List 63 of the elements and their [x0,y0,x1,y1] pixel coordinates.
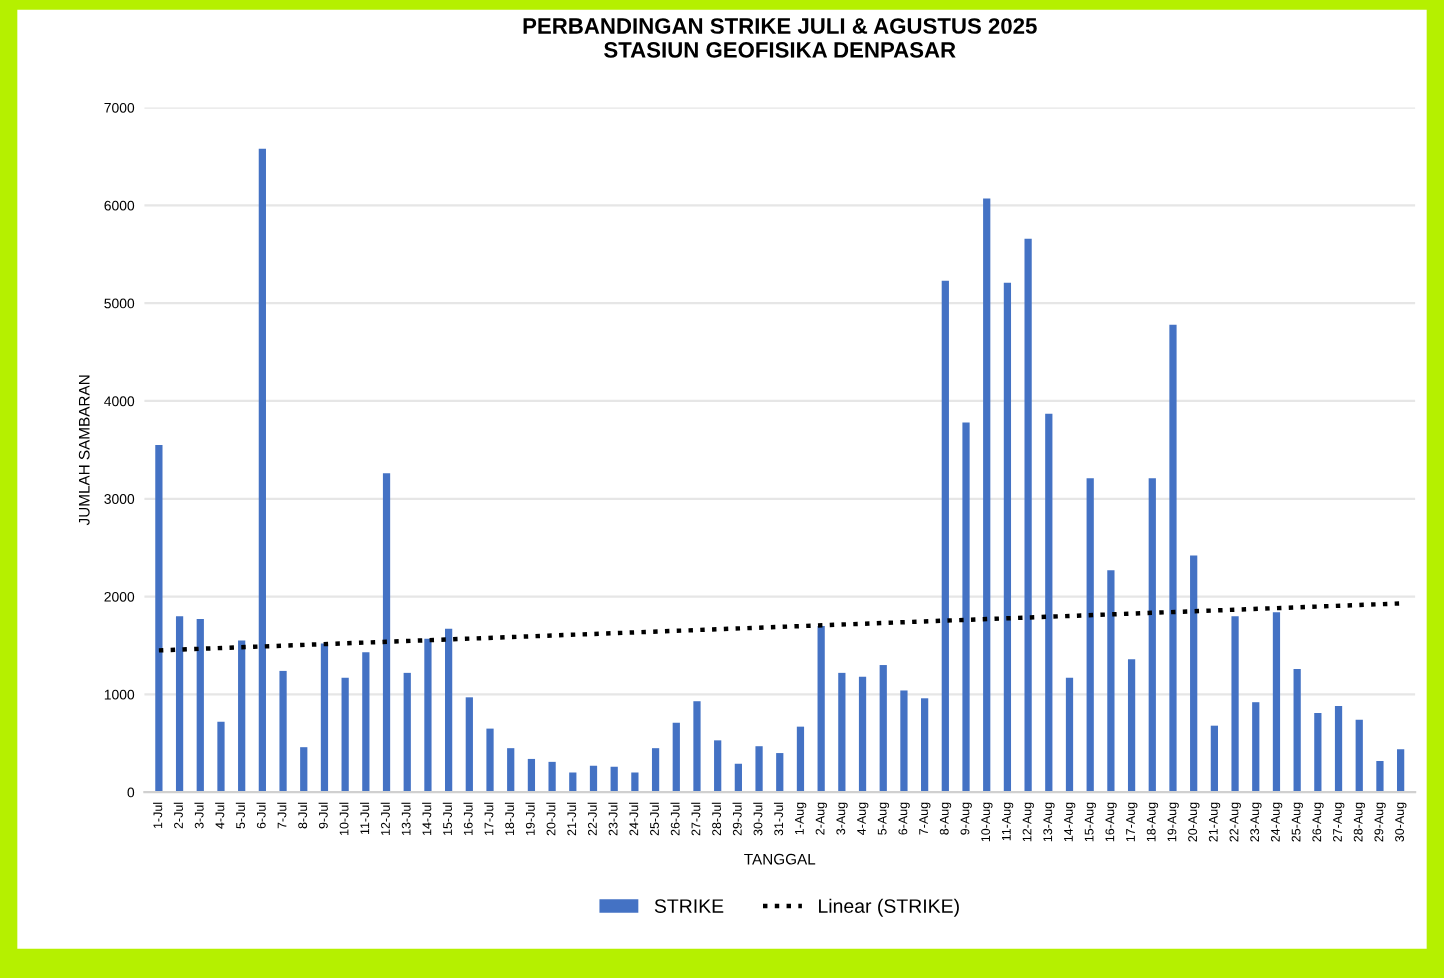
bar [631,772,639,793]
bar [465,697,473,793]
bar [217,721,225,793]
bar [1107,570,1115,793]
legend-label: STRIKE [654,899,724,913]
bar [238,640,246,793]
bar [858,676,867,793]
bar [548,761,556,793]
bar [1314,712,1322,793]
bar [1045,413,1053,793]
bar [817,625,825,793]
bar [921,698,929,793]
bar [445,628,453,793]
bar [1376,760,1384,793]
bar [1355,719,1363,793]
bar [1252,702,1260,793]
bar [320,643,329,793]
bar [155,444,163,793]
bar [1210,725,1218,793]
bar [941,280,949,793]
bar [983,198,991,793]
bar [714,740,722,793]
bar [300,747,308,793]
bar [403,672,411,793]
bar [900,690,908,793]
bar [1127,659,1136,793]
bar [258,148,266,793]
bar [672,722,680,793]
bar [693,701,701,793]
bar [1065,677,1074,793]
bar [1397,749,1405,793]
bar [424,638,432,793]
bar [962,422,970,793]
bar [1231,616,1239,793]
bar [486,728,494,793]
bar [175,616,184,793]
legend-label: Linear (STRIKE) [819,898,959,917]
bar [1169,324,1177,793]
bar [507,748,515,793]
bar [1086,478,1094,793]
bar [196,619,204,793]
bar [1024,238,1032,793]
bar [796,726,805,793]
bar [589,765,598,793]
bar [341,677,349,793]
bar [651,748,660,793]
bar [1190,555,1198,793]
bar [1003,282,1012,793]
chart-title: PERBANDINGAN STRIKE JULI & AGUSTUS 2025 STASIUN GEOFISIKA DENPASAR [523,18,1037,58]
bar [362,652,370,793]
bar [1272,612,1281,793]
bar [279,670,287,793]
bar [776,753,784,793]
bar [734,763,742,793]
bar [838,672,846,793]
bar [527,758,536,793]
bar [1334,706,1343,793]
bar [610,766,618,793]
bar [755,746,763,793]
bar [1148,478,1156,793]
bar [382,473,391,793]
bar [879,665,887,793]
bar [1293,668,1301,793]
